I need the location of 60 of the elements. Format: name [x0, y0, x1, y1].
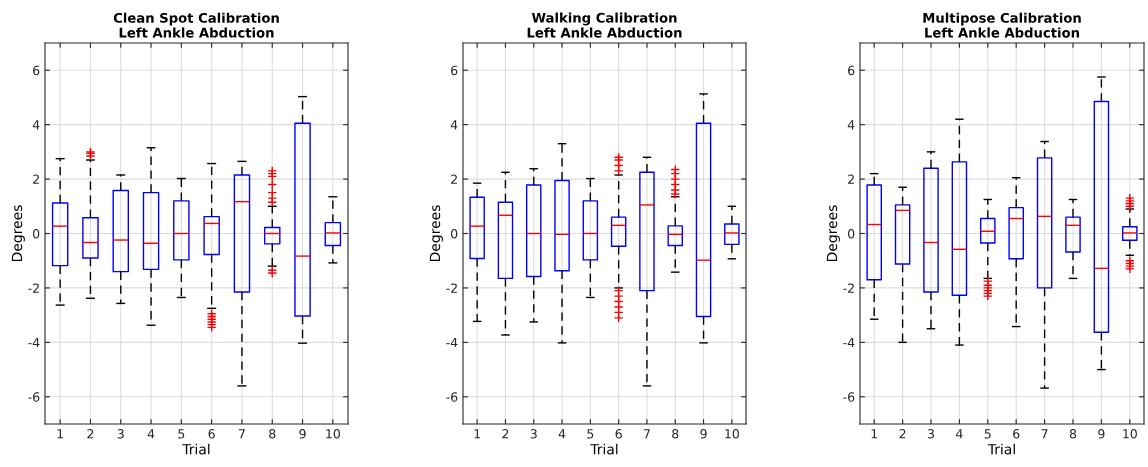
y-tick-label: 6 [451, 65, 458, 76]
x-tick-label: 6 [208, 429, 215, 439]
x-tick-label: 9 [700, 429, 707, 439]
x-tick-label: 4 [147, 429, 155, 439]
x-tick-label: 7 [239, 429, 245, 439]
x-tick-label: 4 [956, 429, 963, 439]
x-axis-title: Trial [590, 443, 618, 455]
x-tick-label: 7 [644, 429, 650, 439]
y-axis-title: Degrees [11, 205, 25, 262]
x-tick-label: 3 [530, 429, 537, 439]
y-tick-label: 0 [451, 228, 458, 239]
x-axis-title: Trial [182, 443, 210, 455]
x-tick-label: 1 [474, 429, 480, 439]
x-tick-label: 2 [899, 429, 906, 439]
y-tick-label: -2 [28, 283, 39, 293]
x-tick-label: 2 [502, 429, 509, 439]
chart-title: Clean Spot Calibration Left Ankle Abduction [113, 12, 279, 38]
y-axis-title: Degrees [429, 205, 443, 262]
x-tick-label: 10 [1123, 429, 1137, 439]
x-tick-label: 10 [326, 429, 340, 439]
x-tick-label: 4 [558, 429, 566, 439]
y-tick-label: -6 [446, 392, 458, 402]
x-tick-label: 10 [725, 429, 739, 439]
y-tick-label: -4 [843, 337, 855, 348]
x-tick-label: 8 [1069, 429, 1077, 439]
x-tick-label: 3 [927, 429, 934, 439]
x-tick-label: 9 [299, 429, 306, 439]
x-tick-label: 8 [672, 429, 679, 439]
y-tick-label: 0 [33, 228, 40, 239]
x-tick-label: 1 [871, 429, 878, 439]
y-tick-label: 4 [450, 120, 458, 130]
y-tick-label: 6 [848, 65, 855, 76]
y-tick-label: -4 [28, 337, 40, 348]
x-tick-label: 8 [269, 429, 276, 439]
x-tick-label: 5 [587, 429, 594, 439]
y-tick-label: -4 [446, 337, 458, 348]
x-tick-label: 3 [117, 429, 124, 439]
x-tick-label: 6 [615, 429, 622, 439]
chart-title: Walking Calibration Left Ankle Abduction [527, 12, 682, 38]
x-tick-label: 5 [984, 429, 991, 439]
y-axis-title: Degrees [826, 205, 840, 262]
chart-title: Multipose Calibration Left Ankle Abduction [923, 12, 1081, 38]
y-tick-label: 4 [32, 120, 40, 130]
y-tick-label: -2 [843, 283, 854, 293]
y-tick-label: -6 [843, 392, 855, 402]
x-tick-label: 1 [57, 429, 63, 439]
y-tick-label: 2 [451, 174, 457, 184]
x-tick-label: 9 [1098, 429, 1105, 439]
x-tick-label: 5 [178, 429, 185, 439]
y-tick-label: -6 [28, 392, 40, 402]
y-tick-label: 2 [33, 174, 39, 184]
y-tick-label: 4 [847, 120, 855, 130]
y-tick-label: 0 [848, 228, 855, 239]
x-axis-title: Trial [987, 443, 1015, 455]
y-tick-label: 2 [848, 174, 854, 184]
x-tick-label: 2 [87, 429, 94, 439]
x-tick-label: 6 [1013, 429, 1020, 439]
y-tick-label: -2 [446, 283, 457, 293]
y-tick-label: 6 [33, 65, 40, 76]
x-tick-label: 7 [1041, 429, 1048, 439]
